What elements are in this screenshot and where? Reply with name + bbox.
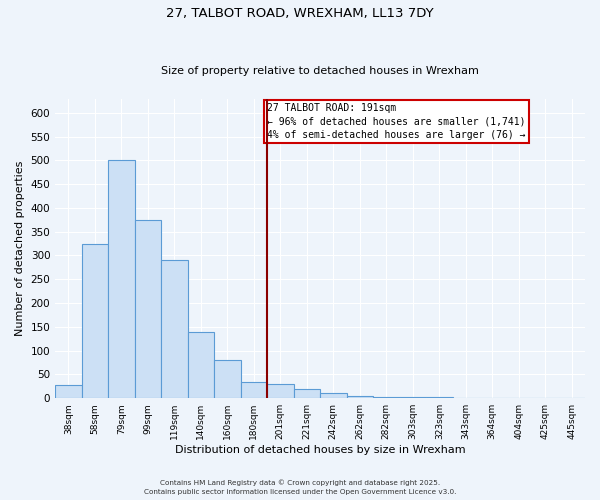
- X-axis label: Distribution of detached houses by size in Wrexham: Distribution of detached houses by size …: [175, 445, 466, 455]
- Bar: [320, 394, 347, 398]
- Bar: [347, 396, 373, 398]
- Title: Size of property relative to detached houses in Wrexham: Size of property relative to detached ho…: [161, 66, 479, 76]
- Text: 27 TALBOT ROAD: 191sqm
← 96% of detached houses are smaller (1,741)
4% of semi-d: 27 TALBOT ROAD: 191sqm ← 96% of detached…: [267, 104, 526, 140]
- Bar: [214, 360, 241, 398]
- Bar: [188, 332, 214, 398]
- Bar: [267, 384, 293, 398]
- Bar: [241, 382, 267, 398]
- Text: Contains HM Land Registry data © Crown copyright and database right 2025.
Contai: Contains HM Land Registry data © Crown c…: [144, 480, 456, 495]
- Bar: [134, 220, 161, 398]
- Bar: [293, 388, 320, 398]
- Y-axis label: Number of detached properties: Number of detached properties: [15, 160, 25, 336]
- Bar: [161, 260, 188, 398]
- Bar: [108, 160, 134, 398]
- Bar: [55, 385, 82, 398]
- Bar: [373, 397, 400, 398]
- Text: 27, TALBOT ROAD, WREXHAM, LL13 7DY: 27, TALBOT ROAD, WREXHAM, LL13 7DY: [166, 8, 434, 20]
- Bar: [82, 244, 108, 398]
